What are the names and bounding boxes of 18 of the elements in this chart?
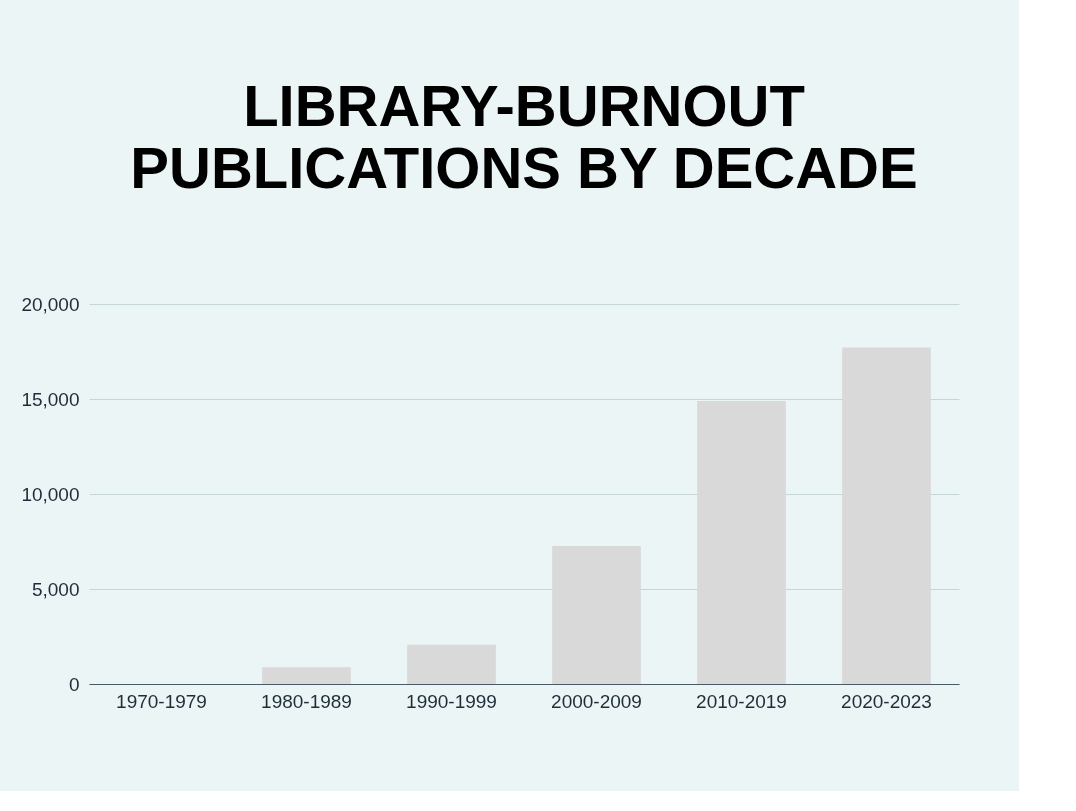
- y-tick-label: 10,000: [21, 483, 80, 505]
- x-tick-label: 1970-1979: [116, 690, 207, 712]
- bar: [262, 667, 351, 684]
- bar: [842, 347, 931, 684]
- x-tick-label: 1990-1999: [406, 690, 497, 712]
- bar: [697, 400, 786, 684]
- text: LIBRARY-BURNOUT: [243, 73, 805, 138]
- text: PUBLICATIONS BY DECADE: [130, 135, 918, 200]
- x-tick-label: 2000-2009: [551, 690, 642, 712]
- y-tick-label: 15,000: [21, 388, 80, 410]
- bar: [552, 546, 641, 684]
- bar: [407, 644, 496, 684]
- x-tick-label: 1980-1989: [261, 690, 352, 712]
- x-tick-label: 2020-2023: [841, 690, 932, 712]
- x-tick-label: 2010-2019: [696, 690, 787, 712]
- y-tick-label: 20,000: [21, 293, 80, 315]
- y-tick-label: 0: [68, 673, 80, 695]
- y-tick-label: 5,000: [31, 578, 80, 600]
